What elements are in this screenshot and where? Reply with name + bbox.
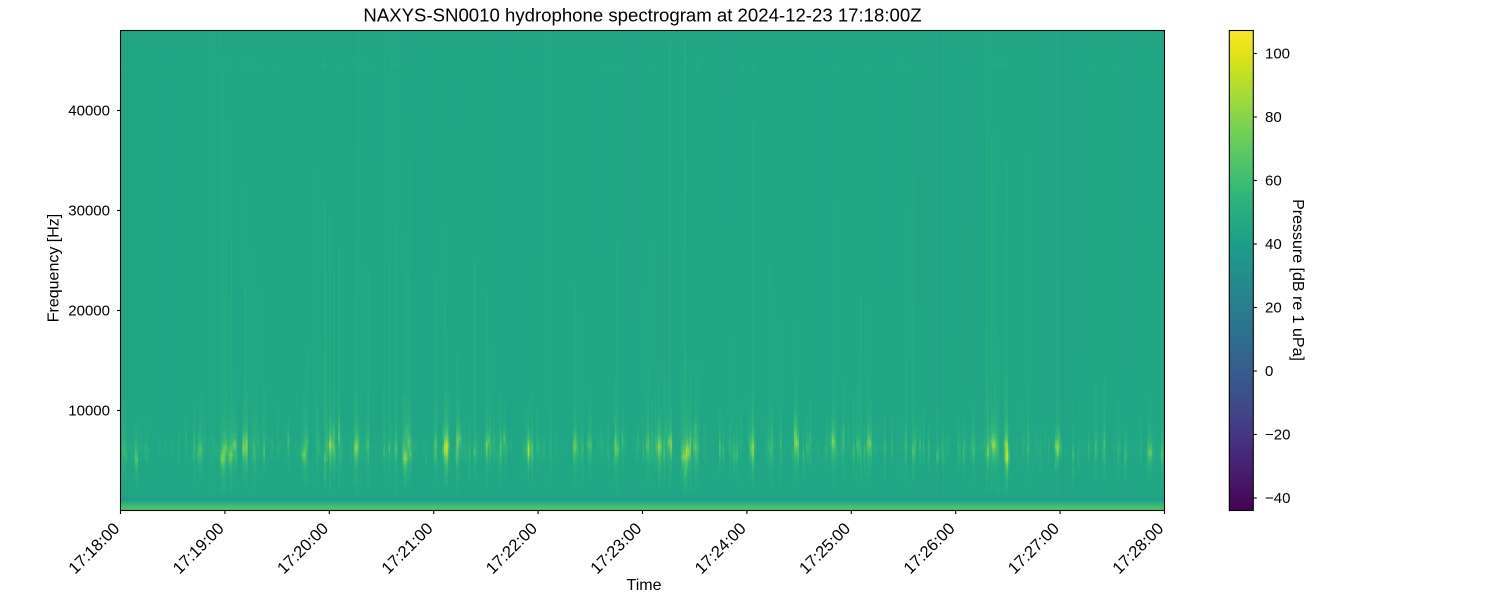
svg-text:Pressure [dB re 1 uPa]: Pressure [dB re 1 uPa]	[1289, 199, 1306, 361]
svg-text:10000: 10000	[68, 403, 110, 420]
svg-text:0: 0	[1265, 363, 1273, 380]
svg-text:30000: 30000	[68, 203, 110, 220]
svg-text:NAXYS-SN0010 hydrophone spectr: NAXYS-SN0010 hydrophone spectrogram at 2…	[363, 5, 921, 26]
svg-text:20: 20	[1265, 300, 1282, 317]
svg-text:−20: −20	[1265, 427, 1290, 444]
svg-text:100: 100	[1265, 46, 1290, 63]
svg-text:60: 60	[1265, 173, 1282, 190]
svg-text:40: 40	[1265, 236, 1282, 253]
svg-text:40000: 40000	[68, 103, 110, 120]
svg-text:80: 80	[1265, 109, 1282, 126]
svg-text:−40: −40	[1265, 490, 1290, 507]
svg-text:Frequency [Hz]: Frequency [Hz]	[46, 214, 63, 322]
svg-text:20000: 20000	[68, 303, 110, 320]
svg-text:Time: Time	[627, 577, 662, 594]
